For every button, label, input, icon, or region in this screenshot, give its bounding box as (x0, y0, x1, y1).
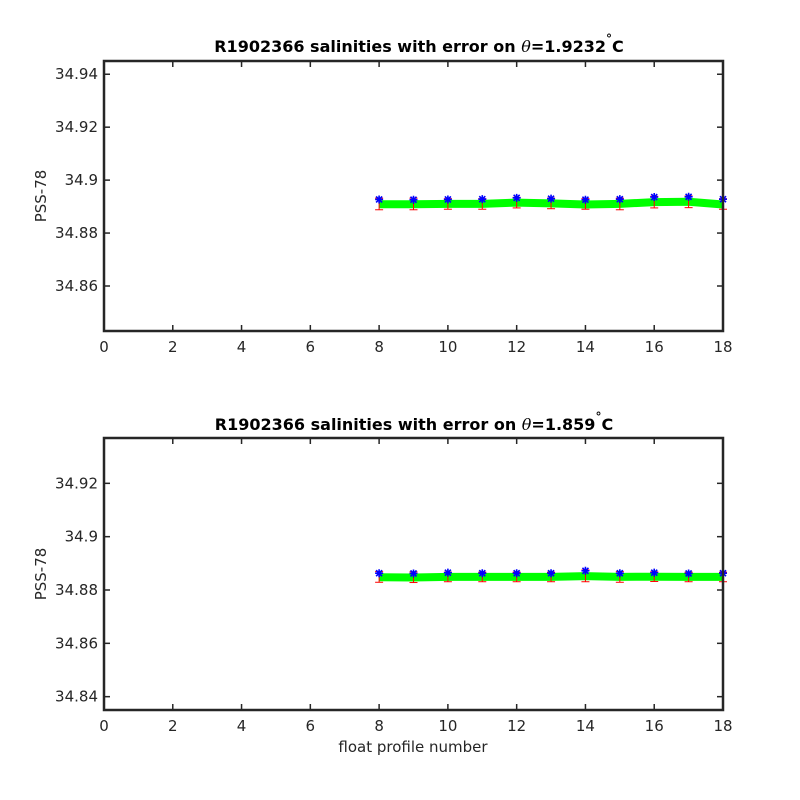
top-chart-y-tick-label: 34.9 (65, 171, 98, 189)
bottom-chart-x-tick-label: 12 (507, 717, 526, 735)
bottom-chart-blue-star-marker (650, 568, 659, 577)
bottom-chart-blue-star-marker (375, 569, 384, 578)
bottom-chart-axes-box (102, 436, 725, 712)
top-chart-x-tick-label: 8 (374, 338, 384, 356)
top-chart-blue-star-marker (375, 195, 384, 204)
bottom-chart-y-tick-label: 34.92 (55, 474, 98, 492)
bottom-chart-y-axis-label: PSS-78 (32, 548, 50, 601)
bottom-chart-blue-star-marker (478, 569, 487, 578)
bottom-chart-x-tick-label: 16 (645, 717, 664, 735)
top-chart-x-tick-label: 18 (713, 338, 732, 356)
bottom-chart-y-tick-label: 34.84 (55, 688, 98, 706)
top-chart-y-tick-label: 34.86 (55, 277, 98, 295)
bottom-chart-x-axis-label: float profile number (338, 738, 488, 756)
bottom-chart-x-tick-label: 0 (99, 717, 109, 735)
top-chart-blue-star-marker (478, 195, 487, 204)
top-chart-blue-star-marker (615, 195, 624, 204)
bottom-chart-x-tick-label: 10 (438, 717, 457, 735)
top-chart-blue-star-marker (443, 195, 452, 204)
top-chart-panel: R1902366 salinities with error on θ=1.92… (32, 32, 733, 356)
top-chart-y-tick-label: 34.88 (55, 224, 98, 242)
top-chart-x-tick-label: 0 (99, 338, 109, 356)
top-chart-blue-star-marker (581, 195, 590, 204)
top-chart-blue-star-marker (409, 195, 418, 204)
top-chart-x-tick-label: 2 (168, 338, 178, 356)
top-chart-y-tick-label: 34.92 (55, 118, 98, 136)
bottom-chart-x-tick-label: 4 (237, 717, 247, 735)
bottom-chart-x-tick-label: 2 (168, 717, 178, 735)
bottom-chart-x-tick-label: 6 (306, 717, 316, 735)
bottom-chart-panel: R1902366 salinities with error on θ=1.85… (32, 410, 733, 756)
top-chart-axes-box (102, 59, 725, 333)
top-chart-x-tick-label: 10 (438, 338, 457, 356)
top-chart-x-tick-label: 6 (306, 338, 316, 356)
bottom-chart-x-tick-label: 8 (374, 717, 384, 735)
bottom-chart-blue-star-marker (615, 569, 624, 578)
top-chart-y-tick-label: 34.94 (55, 65, 98, 83)
bottom-chart-blue-star-marker (512, 569, 521, 578)
top-chart-blue-star-marker (650, 193, 659, 202)
bottom-chart-blue-star-marker (581, 566, 590, 575)
bottom-chart-blue-star-marker (684, 569, 693, 578)
top-chart-blue-star-marker (547, 194, 556, 203)
bottom-chart-x-tick-label: 18 (713, 717, 732, 735)
bottom-chart-blue-star-marker (409, 569, 418, 578)
top-chart-y-axis-label: PSS-78 (32, 170, 50, 223)
top-chart-x-tick-label: 4 (237, 338, 247, 356)
bottom-chart-y-tick-label: 34.86 (55, 634, 98, 652)
bottom-chart-x-tick-label: 14 (576, 717, 595, 735)
bottom-chart-y-tick-label: 34.9 (65, 528, 98, 546)
top-chart-blue-star-marker (512, 193, 521, 202)
bottom-chart-y-tick-label: 34.88 (55, 581, 98, 599)
bottom-chart-title: R1902366 salinities with error on θ=1.85… (215, 410, 613, 434)
bottom-chart-blue-star-marker (443, 568, 452, 577)
top-chart-title: R1902366 salinities with error on θ=1.92… (214, 32, 624, 56)
top-chart-x-tick-label: 16 (645, 338, 664, 356)
top-chart-x-tick-label: 14 (576, 338, 595, 356)
top-chart-x-tick-label: 12 (507, 338, 526, 356)
bottom-chart-blue-star-marker (547, 569, 556, 578)
top-chart-blue-star-marker (684, 192, 693, 201)
